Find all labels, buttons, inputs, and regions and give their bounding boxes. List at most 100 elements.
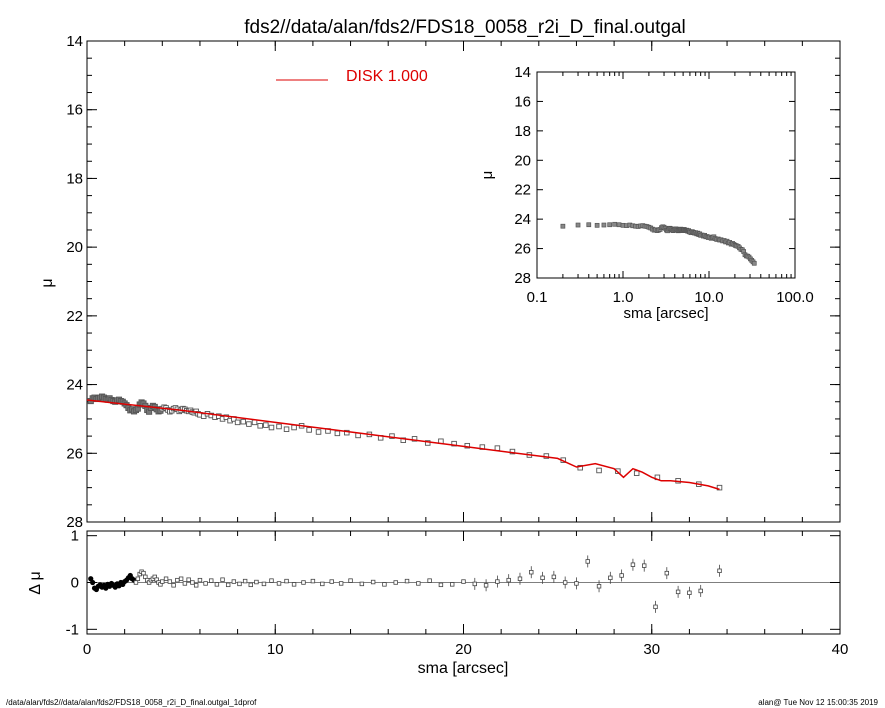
residual-point xyxy=(495,579,500,584)
residual-point xyxy=(163,576,169,581)
data-point xyxy=(411,436,418,442)
inset-ylabel: μ xyxy=(479,171,496,180)
inset-ytick-label: 14 xyxy=(514,64,531,81)
residual-point xyxy=(171,583,176,588)
data-point xyxy=(263,422,269,428)
footer-left: /data/alan/fds2//data/alan/fds2/FDS18_00… xyxy=(6,698,257,707)
main-ylabel: μ xyxy=(39,278,56,287)
residual-point xyxy=(242,578,248,584)
residual-point xyxy=(254,579,259,585)
residual-point xyxy=(483,583,489,588)
xtick-label: 40 xyxy=(832,641,849,658)
residual-point xyxy=(193,583,199,588)
data-point xyxy=(716,484,723,491)
residual-point xyxy=(529,570,534,575)
residual-point xyxy=(220,577,225,582)
residual-point xyxy=(310,578,316,584)
inset-ytick-label: 16 xyxy=(514,93,531,110)
inset-xtick-label: 1.0 xyxy=(613,289,634,306)
residual-point xyxy=(135,576,141,581)
residual-point xyxy=(320,581,325,587)
data-point xyxy=(257,423,263,429)
residual-point xyxy=(382,582,387,587)
inset-data-point xyxy=(607,222,613,228)
residual-point xyxy=(619,573,624,578)
xtick-label: 10 xyxy=(267,641,284,658)
residual-point xyxy=(551,574,557,580)
data-point xyxy=(389,433,395,439)
residual-point xyxy=(664,570,670,576)
data-point xyxy=(283,426,290,432)
resid-ytick-label: -1 xyxy=(66,621,79,638)
ytick-label: 26 xyxy=(66,445,83,462)
residual-xlabel: sma [arcsec] xyxy=(418,660,509,677)
inset-ticks: 14 16 18 20 22 24 26 28 0.1 1.0 10.0 100.0 xyxy=(514,64,813,306)
residual-point xyxy=(203,581,208,586)
ytick-label: 18 xyxy=(66,170,83,187)
residual-point xyxy=(370,579,376,585)
residual-point xyxy=(472,581,477,587)
inset-data-points xyxy=(560,221,757,266)
resid-ytick-label: 1 xyxy=(71,528,79,545)
data-point xyxy=(246,421,252,427)
residual-point xyxy=(329,579,334,584)
inset-data-point xyxy=(751,260,757,266)
residual-ylabel: Δ μ xyxy=(27,571,44,594)
residual-points xyxy=(88,555,722,613)
residual-point xyxy=(585,559,590,564)
residual-point xyxy=(133,580,139,585)
data-point xyxy=(509,448,516,455)
ytick-label: 16 xyxy=(66,102,83,119)
inset-data-point xyxy=(616,222,622,228)
legend-label: DISK 1.000 xyxy=(346,68,428,85)
residual-point xyxy=(178,576,184,581)
residual-point xyxy=(284,578,289,584)
data-point xyxy=(223,414,230,420)
data-point xyxy=(400,437,407,443)
residual-point xyxy=(301,580,306,585)
residual-point xyxy=(517,576,523,581)
inset-ytick-label: 18 xyxy=(514,123,531,140)
ytick-label: 22 xyxy=(66,308,83,325)
data-point xyxy=(276,423,282,430)
inset-ytick-label: 26 xyxy=(514,241,531,258)
inset-xtick-label: 100.0 xyxy=(776,289,814,306)
residual-point xyxy=(393,580,398,585)
chart-title: fds2//data/alan/fds2/FDS18_0058_r2i_D_fi… xyxy=(244,17,686,38)
residual-point xyxy=(698,588,703,594)
data-point xyxy=(334,430,341,437)
residual-point xyxy=(562,580,568,585)
model-line xyxy=(86,399,720,491)
residual-point xyxy=(506,577,511,583)
residual-point xyxy=(190,580,195,585)
data-point xyxy=(234,419,241,426)
residual-point xyxy=(197,577,203,583)
ytick-label: 28 xyxy=(66,514,83,531)
residual-point xyxy=(574,581,579,586)
data-point xyxy=(577,464,583,471)
residual-point xyxy=(450,582,455,587)
xtick-label: 0 xyxy=(83,641,91,658)
residual-point xyxy=(291,582,297,587)
inset-ytick-label: 22 xyxy=(514,182,531,199)
residual-point xyxy=(237,581,242,587)
data-point xyxy=(494,445,501,451)
main-ticks: 14 16 18 20 22 24 26 28 xyxy=(66,33,841,531)
inset-data-point xyxy=(575,222,581,228)
data-point xyxy=(251,419,258,426)
main-data-points xyxy=(87,393,723,491)
residual-point xyxy=(248,582,253,588)
residual-point xyxy=(348,578,353,583)
data-point xyxy=(291,424,297,431)
inset-data-point xyxy=(601,222,607,228)
residual-point xyxy=(359,581,365,587)
inset-xtick-label: 10.0 xyxy=(694,289,723,306)
residual-panel: 0 10 20 30 40-101 Δ μ sma [arcsec] xyxy=(27,528,848,677)
residual-point xyxy=(653,604,658,610)
ytick-label: 14 xyxy=(66,33,83,50)
residual-point xyxy=(416,581,421,586)
residual-point xyxy=(642,563,647,568)
data-point xyxy=(633,470,640,476)
inset-xlabel: sma [arcsec] xyxy=(623,305,708,322)
data-point xyxy=(451,440,457,447)
